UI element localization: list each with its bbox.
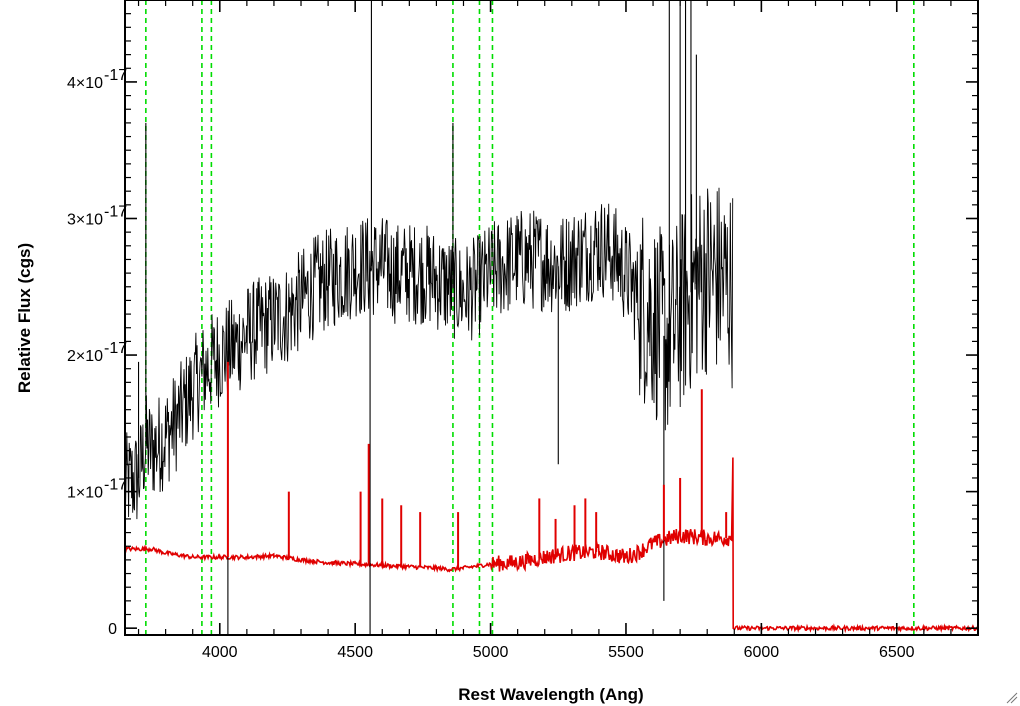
y-tick-label: 4×10 xyxy=(67,75,103,92)
x-tick-label: 5000 xyxy=(473,644,509,661)
y-tick-label: 1×10 xyxy=(67,485,103,502)
y-tick-exponent: -17 xyxy=(104,477,127,494)
x-tick-label: 4000 xyxy=(202,644,238,661)
y-tick-label: 0 xyxy=(108,621,117,638)
y-tick-label: 2×10 xyxy=(67,348,103,365)
y-tick-exponent: -17 xyxy=(104,340,127,357)
flux-series-line xyxy=(125,187,734,520)
x-tick-label: 5500 xyxy=(608,644,644,661)
y-tick-exponent: -17 xyxy=(104,203,127,220)
y-tick-label: 3×10 xyxy=(67,211,103,228)
y-tick-exponent: -17 xyxy=(104,67,127,84)
x-axis-title: Rest Wavelength (Ang) xyxy=(458,685,643,704)
x-tick-label: 6000 xyxy=(744,644,780,661)
resize-grip-icon[interactable] xyxy=(1004,690,1018,704)
x-tick-label: 4500 xyxy=(337,644,373,661)
x-tick-label: 6500 xyxy=(879,644,915,661)
error-series-line xyxy=(125,457,978,634)
y-axis-title: Relative Flux (cgs) xyxy=(15,243,34,393)
plot-frame xyxy=(124,0,979,636)
